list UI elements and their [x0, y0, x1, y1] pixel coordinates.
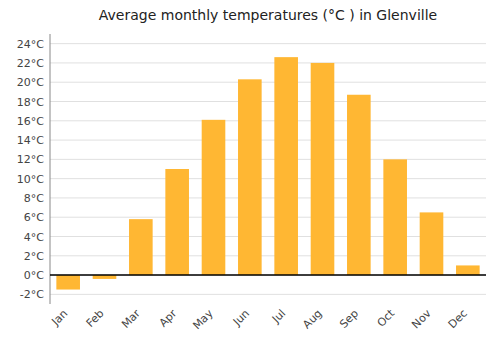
- title: Average monthly temperatures (°C ) in Gl…: [99, 7, 437, 23]
- x-tick-label: May: [190, 307, 216, 333]
- y-tick-label: 10°C: [17, 173, 44, 186]
- bar: [165, 169, 189, 275]
- y-tick-label: 4°C: [24, 231, 44, 244]
- grid-line: [50, 159, 486, 160]
- y-tick-label: 14°C: [17, 134, 44, 147]
- x-tick-label: Nov: [409, 307, 434, 332]
- y-tick-label: -2°C: [20, 288, 44, 301]
- grid-line: [50, 140, 486, 141]
- bar: [311, 63, 335, 275]
- grid-line: [50, 43, 486, 44]
- grid-line: [50, 101, 486, 102]
- bars: [56, 57, 479, 289]
- y-tick-label: 18°C: [17, 96, 44, 109]
- bar: [202, 120, 226, 275]
- y-tick-label: 20°C: [17, 76, 44, 89]
- grid-line: [50, 197, 486, 198]
- x-tick-label: Jan: [48, 307, 70, 329]
- y-tick-label: 24°C: [17, 38, 44, 51]
- x-tick-label: Sep: [337, 307, 361, 331]
- x-tick-label: Dec: [446, 307, 470, 331]
- y-tick-label: 0°C: [24, 269, 44, 282]
- y-tick-label: 12°C: [17, 153, 44, 166]
- x-tick-label: Feb: [84, 307, 107, 330]
- grid-line: [50, 62, 486, 63]
- y-tick-label: 8°C: [24, 192, 44, 205]
- bar: [238, 79, 262, 275]
- bar: [456, 265, 480, 275]
- grid-line: [50, 120, 486, 121]
- bar: [347, 95, 371, 275]
- x-tick-label: Jul: [269, 307, 288, 326]
- bar: [56, 275, 80, 289]
- bar: [129, 219, 153, 275]
- grid-line: [50, 294, 486, 295]
- y-tick-label: 22°C: [17, 57, 44, 70]
- x-tick-label: Aug: [300, 307, 324, 331]
- zero-line: [50, 274, 486, 276]
- y-tick-label: 16°C: [17, 115, 44, 128]
- y-axis: [50, 34, 51, 304]
- x-tick-label: Apr: [157, 307, 180, 330]
- bar: [420, 212, 444, 275]
- bar: [383, 159, 407, 275]
- chart: Average monthly temperatures (°C ) in Gl…: [0, 0, 500, 350]
- grid-line: [50, 178, 486, 179]
- grid: [50, 44, 486, 295]
- y-tick-label: 2°C: [24, 250, 44, 263]
- x-tick-label: Jun: [230, 307, 252, 329]
- bar: [274, 57, 298, 275]
- y-tick-label: 6°C: [24, 211, 44, 224]
- x-tick-label: Oct: [375, 306, 398, 329]
- grid-line: [50, 82, 486, 83]
- x-tick-label: Mar: [119, 307, 143, 331]
- grid-line: [50, 275, 486, 276]
